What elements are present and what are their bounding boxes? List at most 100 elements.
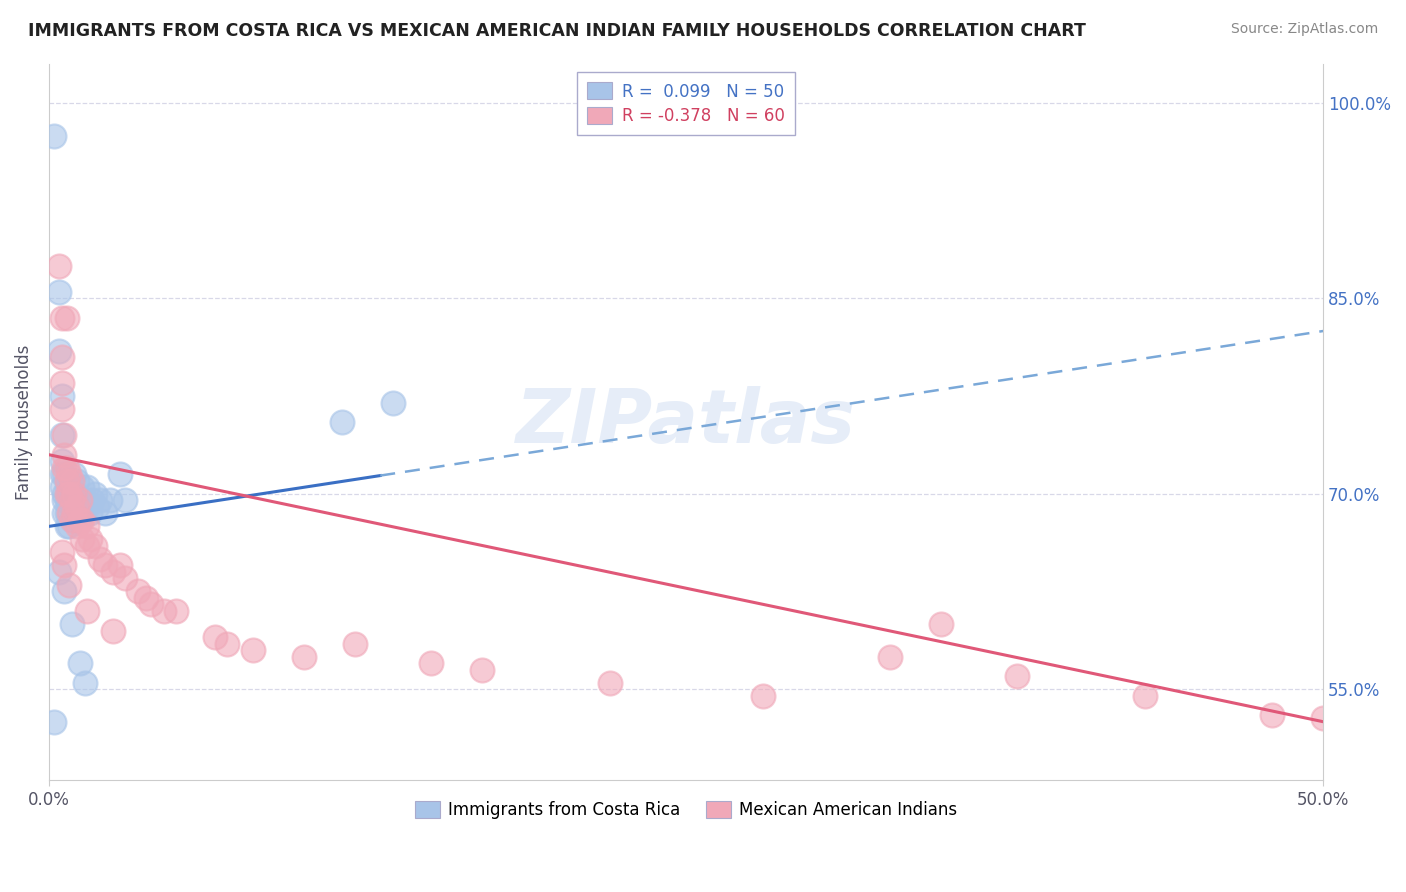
Point (70, 506, 93, 520)
Point (58, 578, 80, 592)
Point (83, 487, 105, 501)
Point (58, 467, 80, 482)
Point (69, 513, 91, 527)
Point (60, 617, 83, 632)
Point (42, 714, 65, 729)
Point (42, 128, 65, 143)
Point (70, 513, 93, 527)
Point (63, 467, 86, 482)
Point (51, 350, 73, 364)
Point (60, 480, 83, 494)
Point (53, 584, 76, 599)
Point (53, 428, 76, 442)
Point (110, 467, 132, 482)
Point (56, 460, 79, 475)
Point (60, 493, 83, 508)
Point (471, 663, 494, 677)
Point (66, 500, 89, 514)
Point (56, 506, 79, 520)
Point (79, 533, 101, 547)
Point (94, 558, 117, 573)
Point (114, 493, 136, 508)
Point (165, 604, 187, 618)
Point (51, 545, 73, 559)
Point (1312, 711, 1334, 725)
Point (420, 656, 443, 670)
Text: IMMIGRANTS FROM COSTA RICA VS MEXICAN AMERICAN INDIAN FAMILY HOUSEHOLDS CORRELAT: IMMIGRANTS FROM COSTA RICA VS MEXICAN AM… (28, 22, 1085, 40)
Point (76, 539, 98, 553)
Point (101, 565, 124, 579)
Point (101, 624, 124, 638)
Point (127, 584, 149, 599)
Point (56, 474, 79, 488)
Point (51, 402, 73, 417)
Point (76, 519, 98, 533)
Point (60, 474, 83, 488)
Point (83, 539, 105, 553)
Point (599, 675, 621, 690)
Point (152, 604, 174, 618)
Point (56, 487, 79, 501)
Point (51, 311, 73, 326)
Point (63, 487, 86, 501)
Text: Source: ZipAtlas.com: Source: ZipAtlas.com (1230, 22, 1378, 37)
Point (58, 519, 80, 533)
Point (63, 487, 86, 501)
Point (53, 487, 76, 501)
Point (76, 604, 98, 618)
Point (51, 376, 73, 390)
Point (66, 474, 89, 488)
Point (60, 493, 83, 508)
Point (63, 506, 86, 520)
Point (76, 500, 98, 514)
Point (1261, 708, 1284, 723)
Point (51, 389, 73, 403)
Point (82, 493, 104, 508)
Point (70, 533, 93, 547)
Point (60, 513, 83, 527)
Point (58, 487, 80, 501)
Point (879, 649, 901, 664)
Point (751, 689, 773, 703)
Point (63, 506, 86, 520)
Point (73, 675, 96, 690)
Point (292, 649, 315, 664)
Point (73, 493, 96, 508)
Point (1133, 689, 1156, 703)
Point (242, 643, 264, 657)
Point (135, 591, 157, 605)
Point (58, 506, 80, 520)
Text: ZIPatlas: ZIPatlas (516, 385, 856, 458)
Point (86, 500, 108, 514)
Point (56, 493, 79, 508)
Point (58, 506, 80, 520)
Point (53, 460, 76, 475)
Point (1007, 669, 1029, 683)
Point (53, 467, 76, 482)
Point (204, 630, 226, 644)
Point (51, 428, 73, 442)
Point (53, 448, 76, 462)
Point (48, 565, 70, 579)
Point (51, 480, 73, 494)
Point (60, 513, 83, 527)
Point (48, 259, 70, 273)
Point (98, 493, 121, 508)
Point (53, 506, 76, 520)
Point (330, 415, 353, 429)
Point (53, 493, 76, 508)
Point (76, 480, 98, 494)
Point (53, 558, 76, 573)
Point (51, 467, 73, 482)
Point (94, 506, 117, 520)
Point (343, 636, 366, 650)
Point (69, 656, 91, 670)
Point (70, 480, 93, 494)
Point (382, 395, 405, 409)
Point (58, 474, 80, 488)
Point (929, 617, 952, 632)
Point (56, 519, 79, 533)
Point (110, 558, 132, 573)
Point (58, 493, 80, 508)
Point (48, 343, 70, 358)
